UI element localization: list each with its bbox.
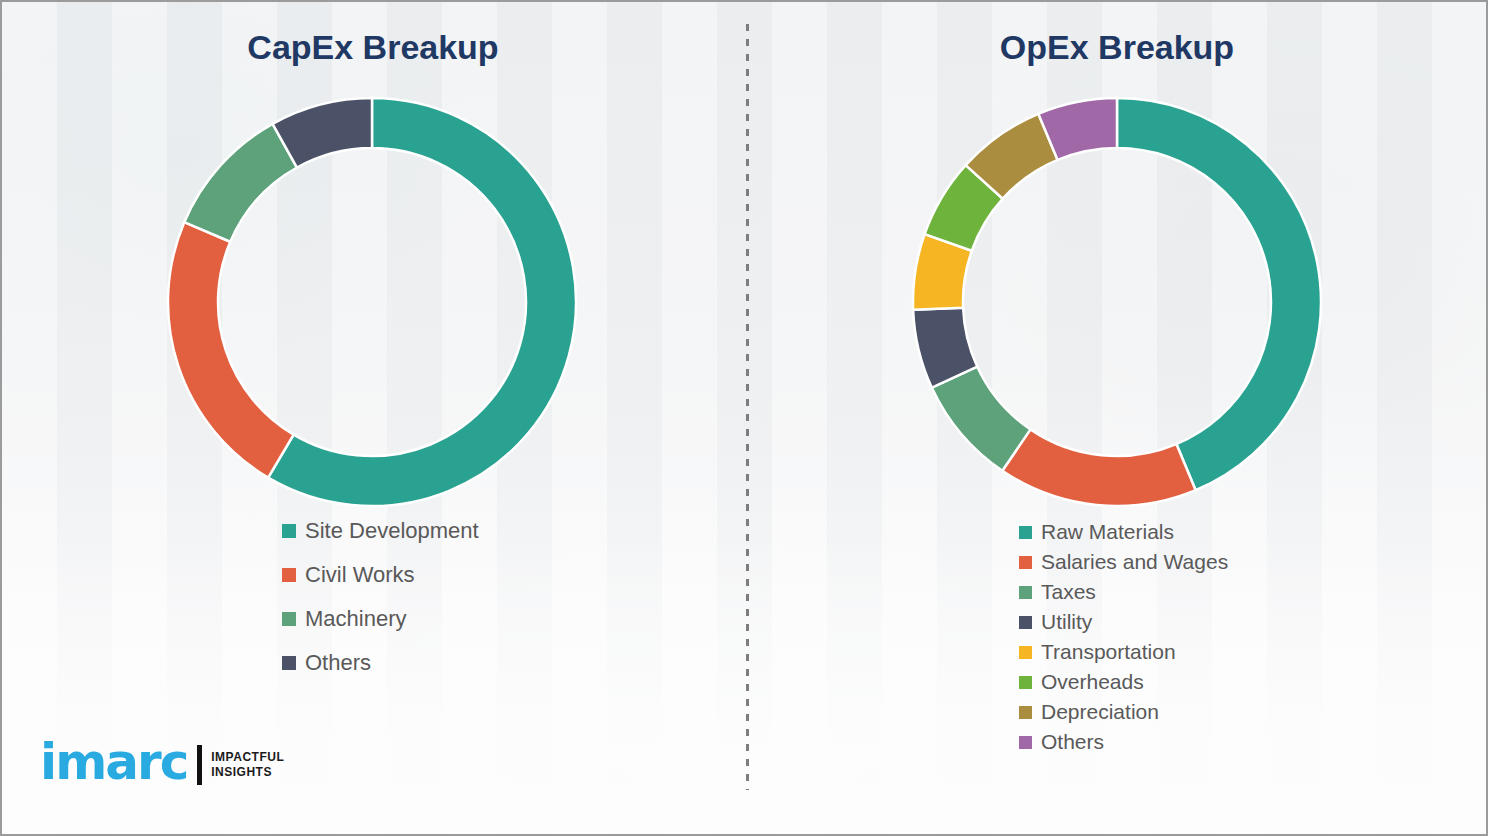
- imarc-logo: imarc IMPACTFUL INSIGHTS: [40, 737, 284, 787]
- capex-title: CapEx Breakup: [0, 28, 746, 67]
- legend-item-transportation: Transportation: [1019, 637, 1228, 667]
- legend-swatch-transportation: [1019, 646, 1032, 659]
- legend-label-raw-materials: Raw Materials: [1041, 520, 1174, 544]
- legend-item-salaries-and-wages: Salaries and Wages: [1019, 547, 1228, 577]
- imarc-tagline-line1: IMPACTFUL: [211, 750, 284, 765]
- imarc-logo-divider-bar: [197, 745, 202, 785]
- legend-swatch-others: [282, 656, 296, 670]
- legend-item-depreciation: Depreciation: [1019, 697, 1228, 727]
- infographic-canvas: CapEx Breakup Site Development Civil Work…: [0, 0, 1488, 836]
- legend-item-utility: Utility: [1019, 607, 1228, 637]
- donut-segment-salaries-and-wages: [1002, 429, 1195, 506]
- legend-label-taxes: Taxes: [1041, 580, 1096, 604]
- imarc-logo-wordmark: imarc: [40, 737, 187, 787]
- donut-segment-machinery: [184, 124, 297, 242]
- legend-item-machinery: Machinery: [282, 597, 479, 641]
- legend-item-site-development: Site Development: [282, 509, 479, 553]
- opex-title: OpEx Breakup: [746, 28, 1488, 67]
- legend-label-salaries-and-wages: Salaries and Wages: [1041, 550, 1228, 574]
- opex-donut-chart: [911, 96, 1323, 508]
- legend-label-machinery: Machinery: [305, 606, 406, 632]
- legend-item-others: Others: [1019, 727, 1228, 757]
- opex-panel: OpEx Breakup Raw Materials Salaries and W…: [747, 2, 1488, 836]
- legend-label-depreciation: Depreciation: [1041, 700, 1159, 724]
- legend-swatch-site-development: [282, 524, 296, 538]
- legend-label-site-development: Site Development: [305, 518, 479, 544]
- legend-swatch-taxes: [1019, 586, 1032, 599]
- legend-item-overheads: Overheads: [1019, 667, 1228, 697]
- legend-label-utility: Utility: [1041, 610, 1092, 634]
- imarc-logo-tagline: IMPACTFUL INSIGHTS: [211, 750, 284, 780]
- legend-swatch-raw-materials: [1019, 526, 1032, 539]
- capex-legend: Site Development Civil Works Machinery Othe…: [282, 509, 479, 685]
- legend-swatch-civil-works: [282, 568, 296, 582]
- opex-legend: Raw Materials Salaries and Wages Taxes Util…: [1019, 517, 1228, 757]
- imarc-tagline-line2: INSIGHTS: [211, 765, 284, 780]
- legend-label-others: Others: [1041, 730, 1104, 754]
- legend-item-others: Others: [282, 641, 479, 685]
- capex-donut-chart: [166, 96, 578, 508]
- legend-swatch-salaries-and-wages: [1019, 556, 1032, 569]
- legend-swatch-utility: [1019, 616, 1032, 629]
- legend-swatch-depreciation: [1019, 706, 1032, 719]
- legend-swatch-overheads: [1019, 676, 1032, 689]
- legend-item-taxes: Taxes: [1019, 577, 1228, 607]
- donut-segment-raw-materials: [1117, 98, 1321, 490]
- donut-segment-civil-works: [168, 222, 294, 477]
- legend-label-others: Others: [305, 650, 371, 676]
- legend-item-raw-materials: Raw Materials: [1019, 517, 1228, 547]
- legend-label-transportation: Transportation: [1041, 640, 1176, 664]
- legend-item-civil-works: Civil Works: [282, 553, 479, 597]
- capex-panel: CapEx Breakup Site Development Civil Work…: [2, 2, 746, 836]
- legend-swatch-machinery: [282, 612, 296, 626]
- legend-label-civil-works: Civil Works: [305, 562, 415, 588]
- legend-swatch-others: [1019, 736, 1032, 749]
- legend-label-overheads: Overheads: [1041, 670, 1144, 694]
